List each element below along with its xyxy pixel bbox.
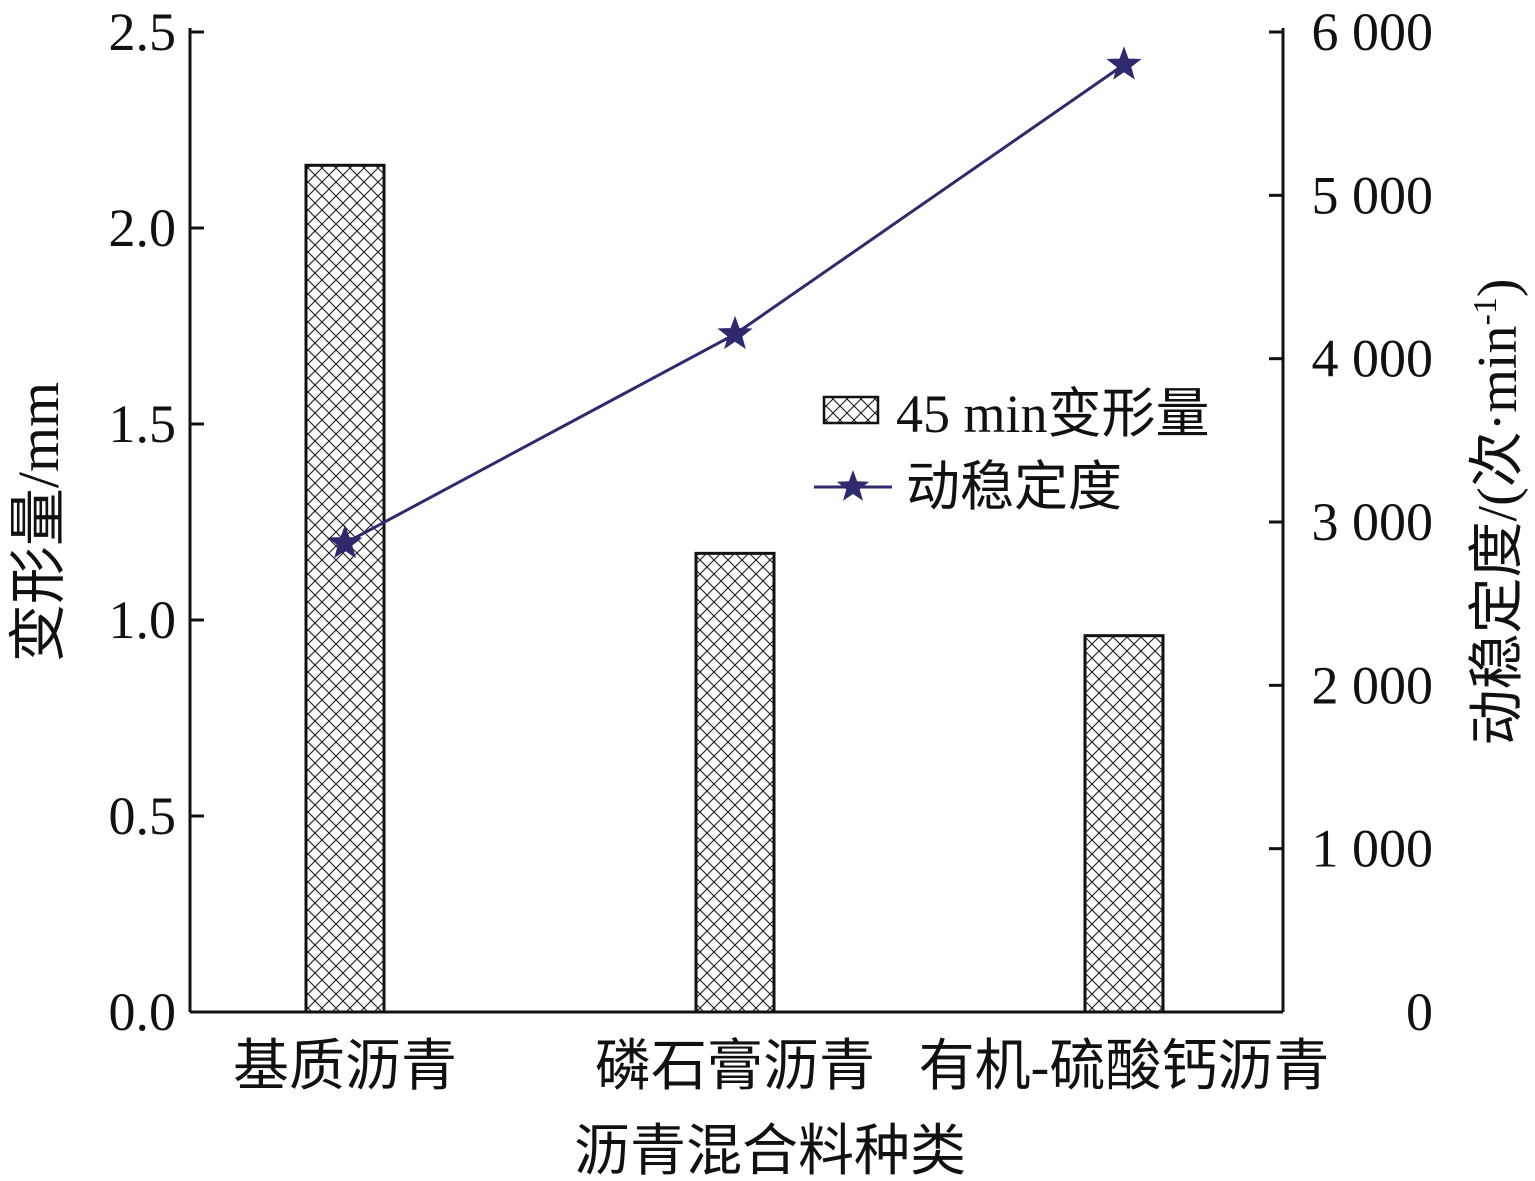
left-tick-label-3: 1.5 — [109, 394, 177, 454]
left-tick-label-0: 0.0 — [109, 982, 177, 1042]
left-tick-label-5: 2.5 — [109, 2, 177, 62]
axis-labels: 沥青混合料种类 变形量/mm 动稳定度/(次·min-1) — [6, 279, 1529, 1181]
right-tick-label-0: 0 — [1406, 982, 1433, 1042]
legend-line-label: 动稳定度 — [906, 457, 1122, 517]
x-axis-title: 沥青混合料种类 — [574, 1121, 966, 1181]
line-series — [327, 46, 1142, 559]
bar-1 — [304, 163, 386, 1014]
x-tick-label-1: 磷石膏沥青 — [595, 1036, 875, 1098]
bar-2 — [694, 551, 776, 1014]
x-tick-label-0: 基质沥青 — [233, 1036, 457, 1098]
axes: 0.0 0.5 1.0 1.5 2.0 2.5 0 1 000 2 000 3 000 4 000 5… — [109, 2, 1434, 1098]
right-axis-title-main: 动稳定度/(次·min — [1467, 326, 1529, 746]
right-axis-title-sup: -1 — [1467, 297, 1504, 325]
bar-series — [304, 163, 1165, 1014]
left-tick-label-4: 2.0 — [109, 198, 177, 258]
legend-star-icon — [836, 470, 870, 501]
left-axis-title: 变形量/mm — [6, 382, 71, 662]
right-tick-label-2: 2 000 — [1312, 655, 1434, 715]
right-tick-label-1: 1 000 — [1312, 819, 1434, 879]
bar-3 — [1083, 634, 1165, 1014]
right-axis-title: 动稳定度/(次·min-1) — [1467, 279, 1529, 746]
legend-bar-swatch — [822, 395, 880, 425]
left-tick-label-1: 0.5 — [109, 786, 177, 846]
x-tick-label-2: 有机-硫酸钙沥青 — [919, 1036, 1330, 1098]
stability-point-3 — [1106, 46, 1142, 80]
right-tick-label-4: 4 000 — [1312, 329, 1434, 389]
right-tick-label-6: 6 000 — [1312, 2, 1434, 62]
legend-bar-label: 45 min变形量 — [896, 384, 1210, 444]
right-axis-title-close: ) — [1467, 279, 1529, 298]
right-tick-label-3: 3 000 — [1312, 492, 1434, 552]
stability-point-2 — [717, 315, 753, 350]
stability-point-1 — [327, 524, 363, 559]
left-tick-label-2: 1.0 — [109, 590, 177, 650]
right-tick-label-5: 5 000 — [1312, 165, 1434, 225]
